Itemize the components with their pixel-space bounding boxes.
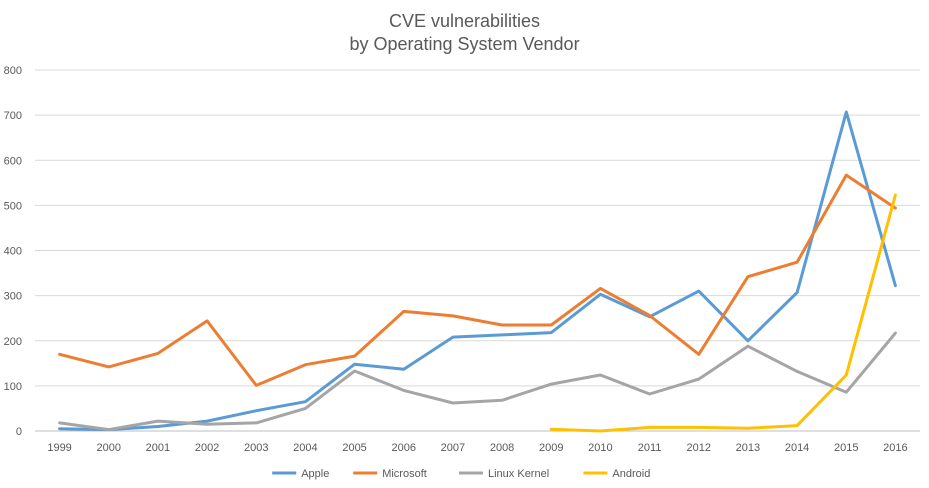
y-tick-label: 300	[4, 291, 22, 303]
x-tick-label: 2008	[490, 442, 514, 454]
y-tick-label: 0	[16, 426, 22, 438]
x-tick-label: 2010	[588, 442, 612, 454]
y-tick-label: 200	[4, 336, 22, 348]
legend-label: Apple	[301, 468, 329, 480]
x-tick-label: 2007	[441, 442, 465, 454]
series-line-apple	[58, 110, 897, 432]
x-tick-label: 2006	[392, 442, 416, 454]
y-tick-label: 500	[4, 200, 22, 212]
y-tick-label: 400	[4, 246, 22, 258]
x-tick-label: 2005	[342, 442, 366, 454]
legend-label: Microsoft	[382, 468, 427, 480]
x-tick-label: 2015	[834, 442, 858, 454]
y-tick-label: 700	[4, 110, 22, 122]
series-line-android	[549, 193, 897, 433]
legend-label: Linux Kernel	[488, 468, 549, 480]
y-tick-label: 800	[4, 65, 22, 77]
x-tick-label: 2000	[97, 442, 121, 454]
chart-subtitle: by Operating System Vendor	[349, 34, 580, 54]
x-tick-label: 2013	[736, 442, 760, 454]
x-tick-label: 2011	[638, 442, 662, 454]
legend-label: Android	[612, 468, 650, 480]
series-line-microsoft	[58, 173, 897, 387]
x-tick-label: 2014	[785, 442, 809, 454]
y-tick-label: 100	[4, 381, 22, 393]
x-tick-label: 2001	[146, 442, 170, 454]
x-tick-label: 2002	[195, 442, 219, 454]
chart-title: CVE vulnerabilities	[388, 11, 541, 31]
y-tick-label: 600	[4, 155, 22, 167]
x-tick-label: 2009	[539, 442, 563, 454]
series-line-linux-kernel	[58, 331, 897, 432]
x-tick-label: 2004	[293, 442, 317, 454]
x-tick-label: 2016	[883, 442, 907, 454]
x-tick-label: 1999	[47, 442, 71, 454]
x-tick-label: 2003	[244, 442, 268, 454]
x-tick-label: 2012	[687, 442, 711, 454]
